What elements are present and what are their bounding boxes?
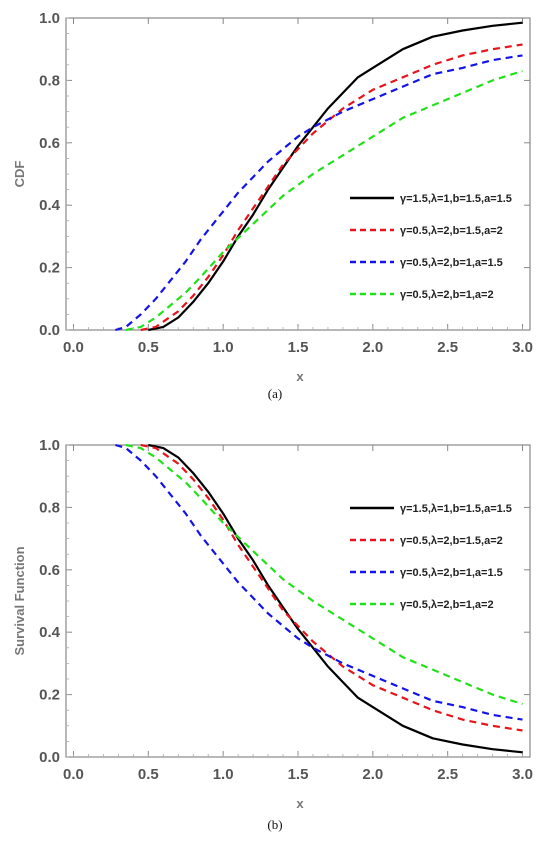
legend-label-4: γ=0.5,λ=2,b=1,a=2 [400, 289, 494, 301]
legend-label-3: γ=0.5,λ=2,b=1,a=1.5 [400, 257, 503, 269]
y-tick-label: 0.6 [39, 135, 60, 152]
series-line-4 [125, 69, 523, 332]
x-tick-label: 0.5 [138, 766, 159, 783]
y-tick-label: 0.8 [39, 72, 60, 89]
series-line-2 [140, 43, 523, 332]
x-tick-label: 0.5 [138, 339, 159, 356]
x-tick-label: 0.0 [63, 339, 84, 356]
y-tick-label: 0.0 [39, 322, 60, 339]
y-tick-label: 1.0 [39, 437, 60, 454]
y-tick-label: 0.8 [39, 499, 60, 516]
y-tick-label: 0.4 [39, 624, 61, 641]
series-line-1 [148, 443, 523, 754]
legend-label-2: γ=0.5,λ=2,b=1.5,a=2 [400, 225, 503, 237]
y-tick-label: 1.0 [39, 10, 60, 27]
y-tick-label: 0.2 [39, 260, 60, 277]
y-tick-label: 0.4 [39, 197, 61, 214]
x-tick-label: 1.0 [213, 339, 234, 356]
panel-caption: (b) [267, 817, 282, 832]
y-axis-title: Survival Function [12, 546, 27, 655]
x-tick-label: 2.0 [362, 766, 383, 783]
x-tick-label: 3.0 [512, 766, 533, 783]
x-tick-label: 1.5 [288, 339, 309, 356]
x-tick-label: 2.0 [362, 339, 383, 356]
legend-label-1: γ=1.5,λ=1,b=1.5,a=1.5 [400, 193, 512, 205]
cdf-chart: 0.0 0.5 1.0 1.5 2.0 2.5 3.0 0.0 0.2 0.4 0.6 0.8 1.0 x… [12, 10, 533, 401]
y-axis-title: CDF [12, 161, 27, 188]
panel-caption: (a) [268, 386, 282, 401]
y-tick-label: 0.6 [39, 562, 60, 579]
plot-frame [65, 17, 531, 331]
legend-label-1: γ=1.5,λ=1,b=1.5,a=1.5 [400, 503, 512, 515]
x-axis-title: x [296, 796, 304, 811]
x-tick-label: 1.0 [213, 766, 234, 783]
survival-function-chart: 0.0 0.5 1.0 1.5 2.0 2.5 3.0 0.0 0.2 0.4 0.6 0.8 1.0 x… [12, 437, 533, 832]
x-tick-label: 2.5 [437, 766, 458, 783]
x-tick-label: 0.0 [63, 766, 84, 783]
x-tick-label: 2.5 [437, 339, 458, 356]
y-tick-label: 0.0 [39, 749, 60, 766]
legend-label-3: γ=0.5,λ=2,b=1,a=1.5 [400, 567, 503, 579]
x-tick-label: 3.0 [512, 339, 533, 356]
x-tick-label: 1.5 [288, 766, 309, 783]
x-axis-title: x [296, 369, 304, 384]
legend-label-2: γ=0.5,λ=2,b=1.5,a=2 [400, 535, 503, 547]
series-line-4 [125, 443, 523, 706]
series-line-1 [148, 21, 523, 332]
legend-label-4: γ=0.5,λ=2,b=1,a=2 [400, 599, 494, 611]
series-line-2 [140, 443, 523, 732]
series-line-3 [115, 443, 523, 721]
y-tick-label: 0.2 [39, 687, 60, 704]
series-line-3 [115, 54, 523, 332]
